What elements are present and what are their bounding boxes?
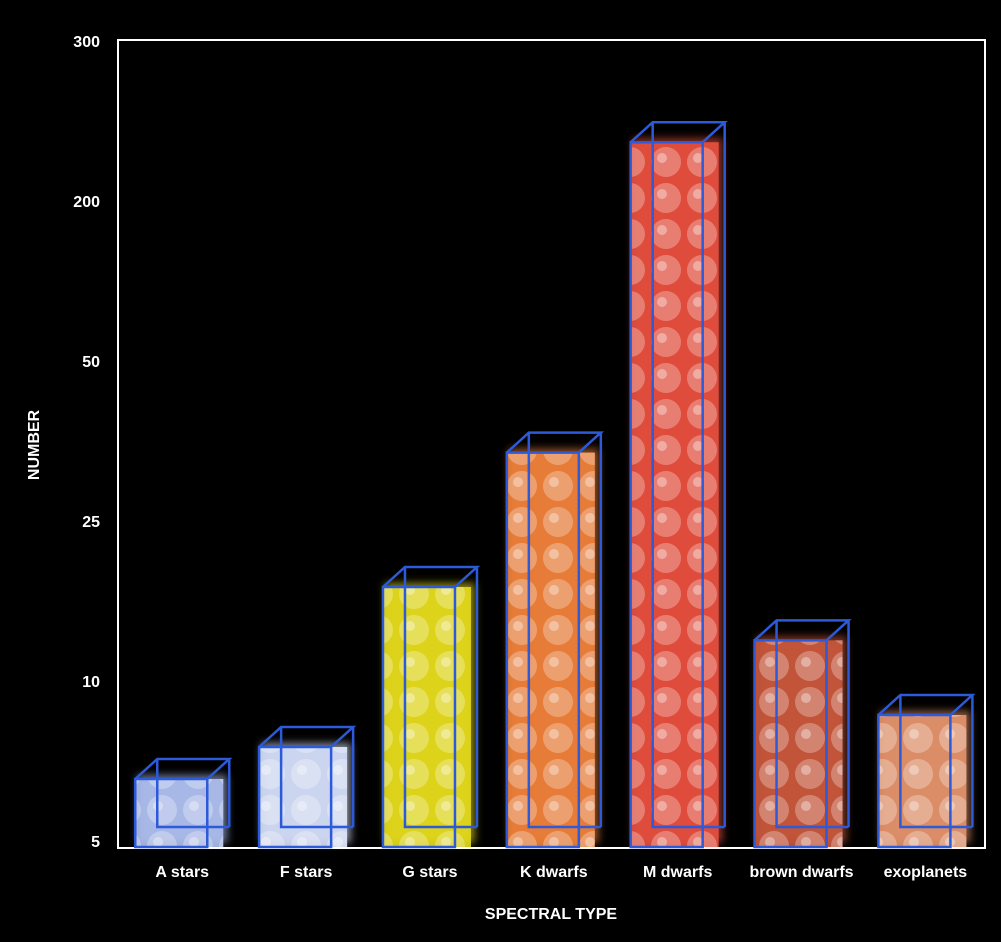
- x-tick-label: K dwarfs: [520, 864, 588, 881]
- bar-texture: [755, 640, 843, 847]
- bar-texture: [259, 747, 347, 847]
- y-tick-label: 300: [73, 34, 100, 51]
- y-tick-label: 10: [82, 674, 100, 691]
- y-tick-label: 200: [73, 194, 100, 211]
- bar-texture: [135, 779, 223, 847]
- x-axis-title: SPECTRAL TYPE: [485, 906, 618, 923]
- x-tick-label: brown dwarfs: [750, 864, 854, 881]
- chart: SPECTRAL TYPE NUMBER 5 10 25 50 200 300 A star…: [0, 0, 1001, 942]
- bar-texture: [631, 142, 719, 847]
- x-tick-label: exoplanets: [884, 864, 968, 881]
- y-tick-label: 50: [82, 354, 100, 371]
- y-axis-title: NUMBER: [26, 409, 43, 480]
- bar-texture: [507, 453, 595, 847]
- y-tick-label: 5: [91, 834, 100, 851]
- bar-texture: [383, 587, 471, 847]
- y-tick-label: 25: [82, 514, 100, 531]
- x-tick-label: A stars: [155, 864, 209, 881]
- x-tick-label: G stars: [402, 864, 457, 881]
- x-tick-label: M dwarfs: [643, 864, 712, 881]
- x-tick-label: F stars: [280, 864, 333, 881]
